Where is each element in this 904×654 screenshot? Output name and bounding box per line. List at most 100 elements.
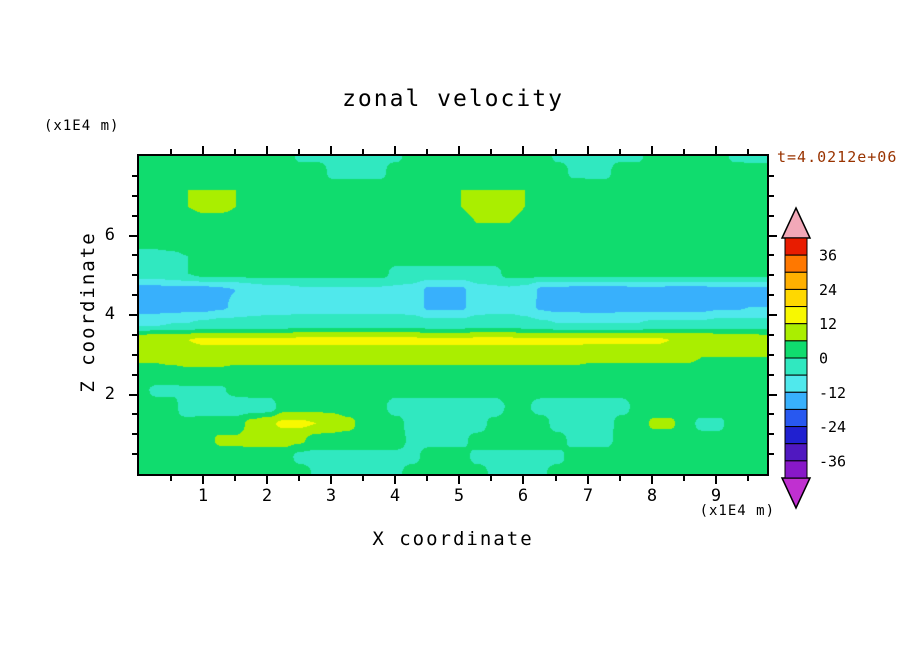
x-tick-label: 5 [453,486,465,506]
x-axis-tick [522,476,524,484]
x-axis-tick [394,476,396,484]
x-axis-tick [651,146,653,154]
time-annotation: t=4.0212e+06 [777,148,898,166]
x-axis-tick [587,146,589,154]
contour-plot-canvas [139,156,767,474]
x-axis-tick [555,476,557,481]
x-tick-label: 7 [582,486,594,506]
colorbar-segment [784,237,808,256]
x-axis-tick [330,476,332,484]
y-axis-tick [132,254,137,256]
x-axis-tick [170,476,172,481]
colorbar-segment [784,306,808,325]
x-tick-label: 9 [710,486,722,506]
plot-frame [137,154,769,476]
y-axis-tick [132,413,137,415]
x-axis-tick [458,146,460,154]
colorbar-label: 36 [819,247,837,265]
y-axis-tick [129,235,137,237]
colorbar-segment [784,323,808,342]
y-tick-label: 2 [104,384,115,404]
x-axis-tick [266,476,268,484]
colorbar: 36 24 12 0 -12 -24 -36 [777,206,877,516]
y-axis-tick [769,394,777,396]
colorbar-segment [784,408,808,428]
y-axis-tick [132,354,137,356]
x-axis-title: X coordinate [372,528,534,550]
x-axis-tick [266,146,268,154]
x-axis-tick [234,149,236,154]
y-axis-tick [769,175,774,177]
x-tick-label: 4 [389,486,401,506]
y-axis-tick [769,334,774,336]
x-axis-units-label: (x1E4 m) [699,503,775,519]
x-axis-tick [234,476,236,481]
colorbar-label: 0 [819,350,828,368]
x-axis-tick [747,476,749,481]
y-axis-tick [129,314,137,316]
x-tick-label: 2 [261,486,273,506]
y-axis-tick [132,274,137,276]
y-axis-tick [769,235,777,237]
colorbar-segment [784,271,808,290]
x-axis-tick [202,146,204,154]
x-axis-tick [715,476,717,484]
x-tick-label: 8 [646,486,658,506]
y-axis-tick [769,274,774,276]
x-axis-tick [426,476,428,481]
colorbar-segment [784,340,808,359]
colorbar-under-arrow [780,477,812,510]
x-axis-tick [715,146,717,154]
x-axis-tick [490,149,492,154]
y-axis-tick [769,453,774,455]
colorbar-segment [784,288,808,308]
y-axis-units-label: (x1E4 m) [44,118,120,134]
y-tick-label: 6 [104,225,115,245]
x-axis-tick [587,476,589,484]
x-axis-tick [298,476,300,481]
y-axis-tick [769,374,774,376]
y-axis-tick [769,314,777,316]
colorbar-label: -12 [819,384,846,402]
x-axis-tick [651,476,653,484]
x-axis-tick [619,149,621,154]
colorbar-segment [784,391,808,410]
y-axis-tick [769,294,774,296]
colorbar-svg: 36 24 12 0 -12 -24 -36 [780,206,846,510]
colorbar-over-arrow [780,206,812,239]
x-tick-label: 1 [197,486,209,506]
y-axis-tick [769,254,774,256]
colorbar-segment [784,426,808,445]
colorbar-segment [784,460,808,479]
y-axis-tick [132,433,137,435]
x-axis-tick [522,146,524,154]
y-axis-tick [132,195,137,197]
y-axis-tick [132,374,137,376]
x-axis-tick [362,149,364,154]
colorbar-label: 24 [819,281,837,299]
x-axis-tick [683,476,685,481]
colorbar-label: -36 [819,452,846,470]
y-tick-label: 4 [104,304,115,324]
x-axis-tick [555,149,557,154]
colorbar-label: -24 [819,418,846,436]
y-axis-tick [129,394,137,396]
x-axis-tick [202,476,204,484]
x-tick-label: 3 [325,486,337,506]
y-axis-tick [132,453,137,455]
x-axis-tick [170,149,172,154]
y-axis-tick [769,413,774,415]
plot-title: zonal velocity [342,86,564,112]
y-axis-tick [769,354,774,356]
y-axis-tick [132,334,137,336]
x-axis-tick [490,476,492,481]
colorbar-segment [784,254,808,273]
y-axis-tick [132,215,137,217]
x-axis-tick [426,149,428,154]
y-axis-tick [769,215,774,217]
x-axis-tick [747,149,749,154]
x-axis-tick [362,476,364,481]
x-axis-tick [298,149,300,154]
colorbar-segment [784,374,808,393]
